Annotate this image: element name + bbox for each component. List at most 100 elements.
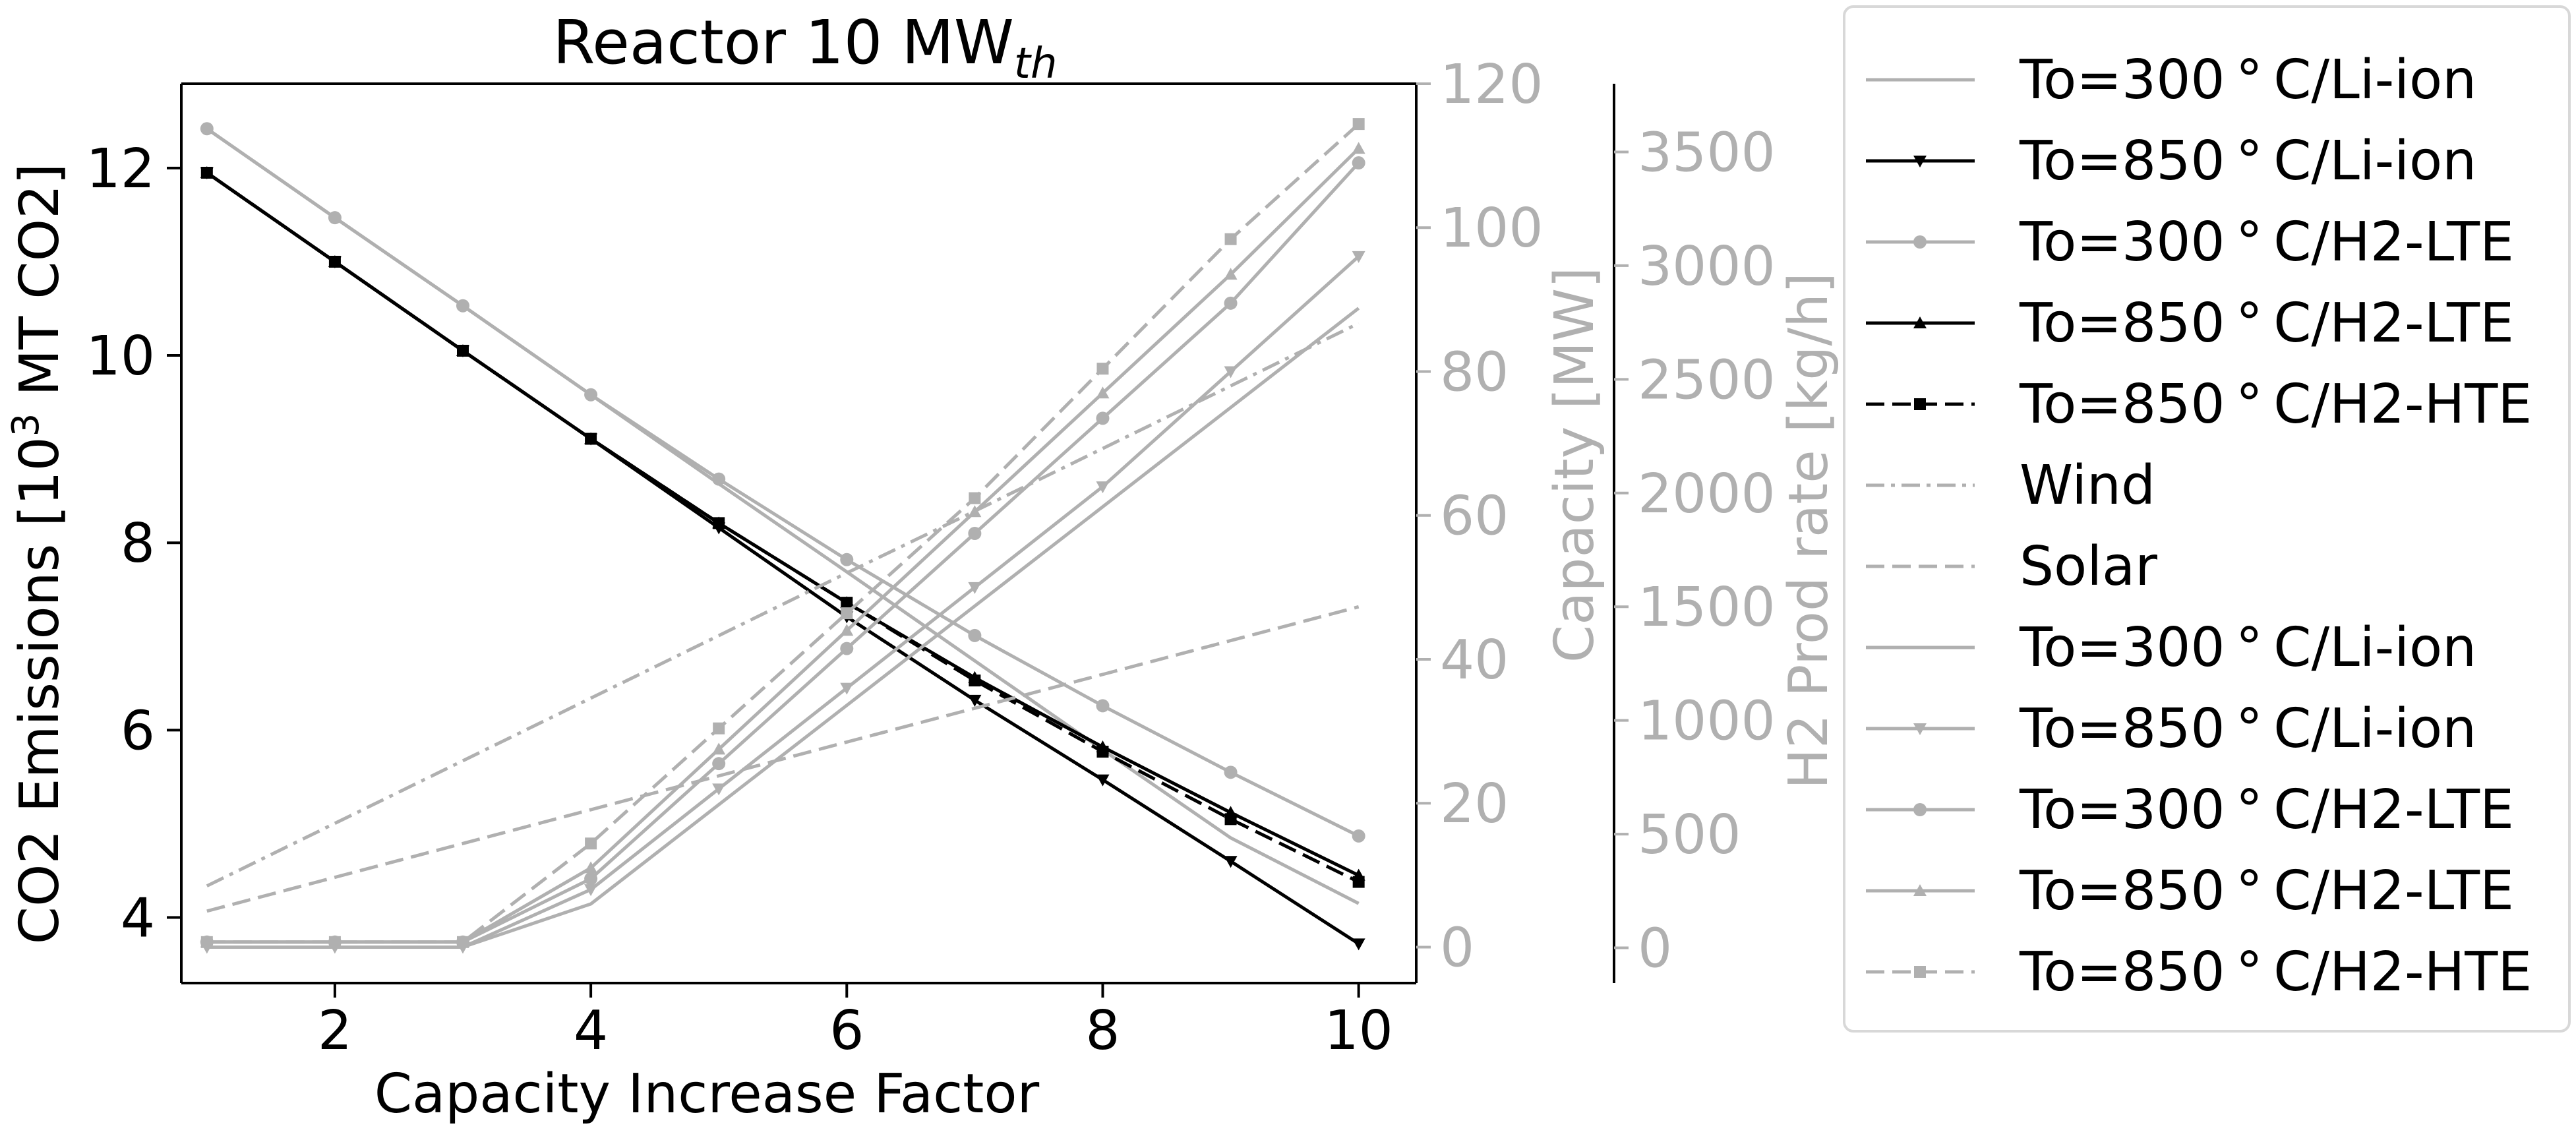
series-10 bbox=[200, 142, 1365, 947]
series-point-2 bbox=[840, 553, 854, 566]
y-right2-tick-label: 3500 bbox=[1638, 121, 1776, 184]
y-left-tick-label: 10 bbox=[86, 325, 155, 388]
x-tick-label: 2 bbox=[318, 1000, 352, 1062]
series-point-4 bbox=[457, 344, 469, 357]
series-line-5 bbox=[206, 322, 1360, 887]
series-point-9 bbox=[840, 642, 854, 655]
series-point-4 bbox=[328, 255, 341, 268]
series-point-10 bbox=[1352, 142, 1365, 154]
series-point-10 bbox=[1224, 268, 1238, 280]
legend-entry-1: To=850 ° C/Li-ion bbox=[1866, 130, 2476, 193]
series-4 bbox=[200, 166, 1365, 888]
series-point-10 bbox=[1096, 386, 1110, 399]
chart-title-main: Reactor 10 MW bbox=[553, 7, 1013, 78]
series-point-8 bbox=[584, 884, 598, 897]
y-axis-label-left: CO2 Emissions [103 MT CO2] bbox=[5, 164, 71, 945]
series-line-7 bbox=[206, 307, 1360, 949]
y-left-tick-label: 8 bbox=[121, 512, 155, 575]
series-point-9 bbox=[1096, 411, 1110, 425]
series-line-3 bbox=[206, 171, 1360, 877]
y-axis-label-right2: H2 Prod rate [kg/h] bbox=[1778, 272, 1840, 789]
y-axis-label-right1: Capacity [MW] bbox=[1543, 267, 1606, 663]
y-right1-tick-label: 20 bbox=[1440, 773, 1509, 835]
legend-marker-1 bbox=[1913, 156, 1927, 167]
series-point-2 bbox=[968, 628, 982, 642]
y-right1-tick-label: 60 bbox=[1440, 485, 1509, 548]
y-right2-tick-label: 0 bbox=[1638, 918, 1672, 980]
legend-marker-2 bbox=[1913, 235, 1927, 249]
legend-marker-3 bbox=[1913, 316, 1927, 328]
x-tick-label: 8 bbox=[1085, 1000, 1120, 1062]
legend-label-3: To=850 ° C/H2-LTE bbox=[2019, 292, 2514, 355]
x-tick-label: 6 bbox=[829, 1000, 864, 1062]
legend-label-10: To=850 ° C/H2-LTE bbox=[2019, 860, 2514, 922]
axes-layer: 2 4 6 8 104681012020406080100120050010001500… bbox=[86, 53, 1776, 1062]
series-line-4 bbox=[206, 171, 1360, 884]
series-5 bbox=[206, 322, 1360, 887]
series-line-6 bbox=[206, 605, 1360, 913]
series-point-4 bbox=[200, 166, 213, 179]
series-line-8 bbox=[206, 255, 1360, 949]
y-axis-label-left-rest: MT CO2] bbox=[9, 164, 71, 413]
series-point-1 bbox=[1352, 938, 1365, 951]
series-point-1 bbox=[1096, 774, 1110, 787]
series-point-2 bbox=[328, 211, 342, 225]
series-point-4 bbox=[841, 597, 853, 609]
y-left-tick-label: 4 bbox=[121, 887, 155, 950]
series-point-11 bbox=[969, 492, 981, 504]
series-line-10 bbox=[206, 147, 1360, 944]
legend-entry-9: To=300 ° C/H2-LTE bbox=[1866, 779, 2514, 841]
series-point-11 bbox=[1224, 233, 1237, 245]
legend-label-1: To=850 ° C/Li-ion bbox=[2019, 130, 2476, 193]
series-point-9 bbox=[712, 757, 726, 771]
series-11 bbox=[200, 118, 1365, 948]
legend-entry-2: To=300 ° C/H2-LTE bbox=[1866, 211, 2514, 274]
series-0 bbox=[206, 127, 1360, 905]
legend-entry-8: To=850 ° C/Li-ion bbox=[1866, 698, 2476, 760]
y-right1-tick-label: 0 bbox=[1440, 916, 1474, 979]
series-1 bbox=[200, 167, 1365, 951]
series-point-1 bbox=[1224, 856, 1238, 868]
y-right2-tick-label: 500 bbox=[1638, 804, 1741, 866]
legend-frame bbox=[1843, 5, 2571, 1033]
legend-marker-9 bbox=[1913, 803, 1927, 816]
legend-label-2: To=300 ° C/H2-LTE bbox=[2019, 211, 2514, 274]
series-point-2 bbox=[1224, 765, 1238, 779]
series-9 bbox=[200, 156, 1365, 949]
series-point-2 bbox=[1096, 699, 1110, 713]
series-point-10 bbox=[968, 505, 982, 518]
series-point-8 bbox=[840, 682, 854, 695]
legend-entry-10: To=850 ° C/H2-LTE bbox=[1866, 860, 2514, 922]
series-point-11 bbox=[1352, 118, 1365, 131]
legend-label-5: Wind bbox=[2020, 454, 2155, 517]
legend-label-7: To=300 ° C/Li-ion bbox=[2019, 616, 2476, 679]
legend-marker-8 bbox=[1913, 723, 1927, 735]
series-line-11 bbox=[206, 123, 1360, 944]
series-line-9 bbox=[206, 162, 1360, 944]
series-line-1 bbox=[206, 171, 1360, 945]
series-layer bbox=[200, 118, 1365, 954]
series-6 bbox=[206, 605, 1360, 913]
legend-entry-3: To=850 ° C/H2-LTE bbox=[1866, 292, 2514, 355]
series-3 bbox=[200, 165, 1365, 881]
series-point-4 bbox=[1352, 876, 1365, 888]
series-point-8 bbox=[1224, 366, 1238, 378]
series-point-10 bbox=[584, 861, 598, 874]
series-line-0 bbox=[206, 127, 1360, 905]
legend-marker-10 bbox=[1913, 884, 1927, 896]
series-point-11 bbox=[200, 936, 213, 948]
series-point-11 bbox=[585, 837, 597, 850]
legend-label-6: Solar bbox=[2020, 535, 2157, 598]
y-right2-tick-label: 1500 bbox=[1638, 576, 1776, 639]
y-axis-label-left-sup: 3 bbox=[5, 413, 47, 437]
series-point-4 bbox=[969, 675, 981, 687]
legend-label-9: To=300 ° C/H2-LTE bbox=[2019, 779, 2514, 841]
y-right1-tick-label: 40 bbox=[1440, 629, 1509, 692]
x-tick-label: 4 bbox=[574, 1000, 608, 1062]
series-point-9 bbox=[1352, 156, 1365, 170]
series-point-8 bbox=[712, 783, 726, 796]
y-left-tick-label: 6 bbox=[121, 700, 155, 762]
chart-title: Reactor 10 MWth bbox=[553, 7, 1057, 88]
